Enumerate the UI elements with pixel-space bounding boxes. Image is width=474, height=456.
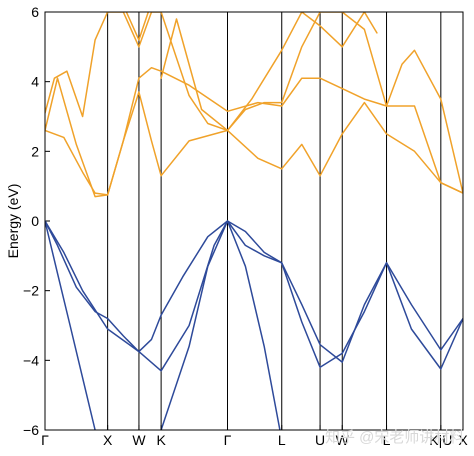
x-tick-label: L — [383, 432, 391, 448]
x-tick-label: X — [458, 432, 468, 448]
conduction-band-7 — [125, 12, 150, 41]
x-tick-label: W — [336, 432, 350, 448]
x-tick-label: Γ — [41, 432, 49, 448]
x-axis: Γ X W K Γ L U W L K|U X — [41, 425, 468, 448]
x-tick-label: X — [103, 432, 113, 448]
y-tick-label: 2 — [31, 143, 39, 159]
y-tick-label: 0 — [31, 213, 39, 229]
conduction-band-9 — [226, 12, 378, 132]
y-axis-title: Energy (eV) — [5, 184, 21, 259]
band-lines — [45, 12, 463, 430]
y-tick-label: −4 — [23, 352, 39, 368]
y-tick-label: 4 — [31, 74, 39, 90]
valence-band-1 — [45, 220, 463, 372]
x-tick-label: Γ — [224, 432, 232, 448]
x-tick-label: L — [278, 432, 286, 448]
watermark-text: 知乎 @宋老师讲材料 — [325, 429, 464, 446]
y-tick-label: −2 — [23, 283, 39, 299]
plot-frame — [44, 11, 464, 431]
valence-band-3 — [160, 220, 281, 430]
x-tick-label: U — [315, 432, 325, 448]
conduction-band-8 — [160, 18, 229, 132]
x-tick-label: K|U — [429, 432, 452, 448]
x-tick-label: W — [132, 432, 146, 448]
y-tick-label: −6 — [23, 422, 39, 438]
y-axis: −6 −4 −2 0 2 4 6 — [23, 4, 50, 438]
x-tick-label: K — [156, 432, 166, 448]
valence-band-2 — [45, 220, 96, 430]
conduction-band-4 — [45, 66, 463, 198]
y-tick-label: 6 — [31, 4, 39, 20]
